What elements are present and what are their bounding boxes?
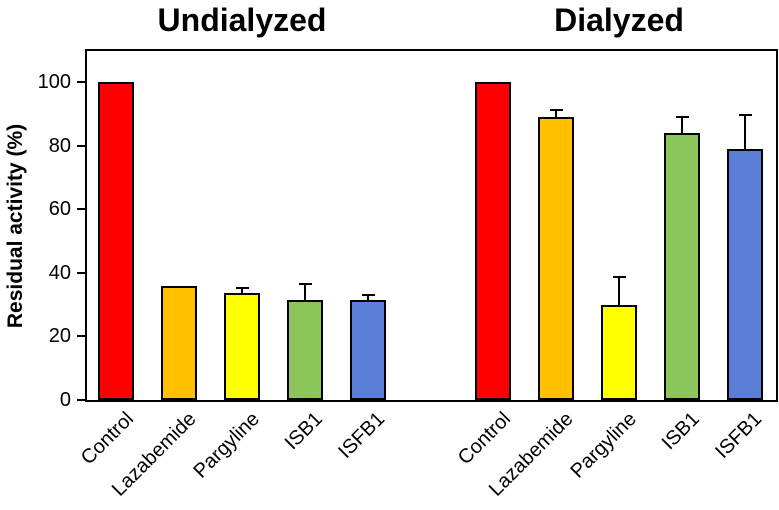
y-tick-label-80: 80 (48, 134, 71, 157)
y-tick-0 (77, 399, 85, 401)
x-tick-label-text-undialyzed-isb1: ISB1 (280, 408, 327, 455)
bar-undialyzed-isb1 (287, 300, 323, 400)
error-bar-undialyzed-isfb1 (367, 294, 369, 300)
bar-dialyzed-isfb1 (727, 149, 763, 400)
bar-dialyzed-pargyline (601, 305, 637, 400)
y-tick-20 (77, 335, 85, 338)
x-tick-label-text-dialyzed-pargyline: Pargyline (566, 408, 641, 483)
error-bar-cap-undialyzed-isb1 (298, 283, 312, 285)
error-bar-dialyzed-isfb1 (744, 114, 746, 149)
y-tick-label-20: 20 (48, 325, 71, 348)
bar-dialyzed-control (475, 82, 511, 400)
error-bar-dialyzed-lazabemide (555, 109, 557, 117)
x-tick-label-text-dialyzed-control: Control (453, 408, 515, 470)
y-tick-label-100: 100 (37, 71, 71, 93)
y-tick-80 (77, 144, 85, 147)
error-bar-cap-dialyzed-isfb1 (738, 114, 752, 116)
error-bar-cap-undialyzed-pargyline (235, 287, 249, 289)
error-bar-cap-undialyzed-isfb1 (361, 294, 375, 296)
error-bar-cap-dialyzed-isb1 (675, 116, 689, 118)
y-tick-40 (77, 271, 85, 274)
y-tick-60 (77, 208, 85, 211)
bar-undialyzed-control (98, 82, 134, 400)
bar-undialyzed-pargyline (224, 293, 260, 400)
bar-dialyzed-isb1 (664, 133, 700, 400)
bar-undialyzed-lazabemide (161, 286, 197, 400)
group-title-dialyzed: Dialyzed (554, 2, 684, 38)
error-bar-undialyzed-pargyline (241, 287, 243, 293)
x-tick-label-text-undialyzed-isfb1: ISFB1 (334, 408, 390, 463)
plot-area (85, 49, 778, 402)
x-tick-label-text-dialyzed-isfb1: ISFB1 (711, 408, 767, 463)
bar-undialyzed-isfb1 (350, 300, 386, 400)
y-tick-label-0: 0 (59, 389, 71, 411)
x-tick-label-text-undialyzed-pargyline: Pargyline (189, 408, 264, 483)
group-title-undialyzed: Undialyzed (157, 2, 327, 38)
error-bar-undialyzed-isb1 (304, 283, 306, 300)
error-bar-cap-dialyzed-lazabemide (549, 109, 563, 111)
y-tick-label-40: 40 (48, 261, 71, 284)
error-bar-dialyzed-isb1 (681, 116, 683, 133)
error-bar-cap-dialyzed-pargyline (612, 276, 626, 278)
error-bar-dialyzed-pargyline (618, 276, 620, 305)
x-tick-label-text-dialyzed-isb1: ISB1 (657, 408, 704, 455)
x-tick-label-text-undialyzed-control: Control (76, 408, 138, 470)
y-tick-label-60: 60 (48, 198, 71, 221)
bar-dialyzed-lazabemide (538, 117, 574, 400)
y-tick-100 (77, 81, 85, 83)
